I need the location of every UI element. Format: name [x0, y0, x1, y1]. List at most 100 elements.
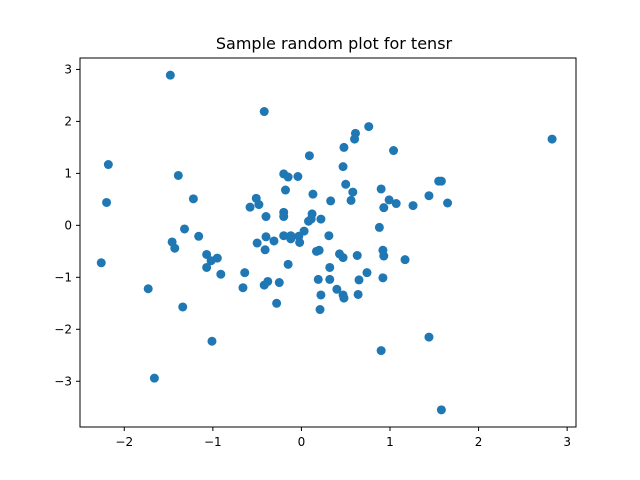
scatter-point — [378, 273, 388, 283]
scatter-point — [339, 142, 349, 152]
x-tick-label: −1 — [204, 435, 222, 449]
scatter-point — [286, 231, 296, 241]
scatter-point — [338, 253, 348, 263]
scatter-point — [263, 276, 273, 286]
scatter-point — [170, 243, 180, 253]
scatter-point — [238, 283, 248, 293]
x-tick-label: −2 — [115, 435, 133, 449]
scatter-point — [339, 293, 349, 303]
scatter-point — [391, 199, 401, 209]
scatter-point — [325, 274, 335, 284]
scatter-point — [379, 251, 389, 261]
scatter-point — [207, 336, 217, 346]
x-tick-label: 2 — [475, 435, 483, 449]
scatter-point — [96, 258, 106, 268]
scatter-point — [304, 151, 314, 161]
plot-frame — [79, 57, 577, 428]
scatter-point — [269, 236, 279, 246]
scatter-point — [283, 172, 293, 182]
scatter-point — [424, 332, 434, 342]
scatter-point — [173, 170, 183, 180]
y-tick-label: −1 — [54, 270, 72, 284]
scatter-point — [279, 231, 289, 241]
scatter-point — [443, 198, 453, 208]
x-tick-label: 0 — [298, 435, 306, 449]
scatter-point — [165, 70, 175, 80]
scatter-point — [324, 231, 334, 241]
scatter-point — [376, 184, 386, 194]
scatter-point — [424, 191, 434, 201]
scatter-point — [348, 187, 358, 197]
scatter-point — [188, 194, 198, 204]
scatter-point — [374, 222, 384, 232]
scatter-point — [307, 209, 317, 219]
scatter-point — [400, 255, 410, 265]
scatter-point — [194, 231, 204, 241]
y-tick-label: −3 — [54, 374, 72, 388]
scatter-point — [379, 203, 389, 213]
scatter-point — [314, 245, 324, 255]
scatter-point — [308, 189, 318, 199]
scatter-point — [350, 128, 360, 138]
scatter-point — [245, 202, 255, 212]
scatter-point — [279, 212, 289, 222]
scatter-point — [178, 302, 188, 312]
y-axis: −3 −2 −1 0 1 2 3 — [54, 62, 80, 388]
scatter-point — [216, 269, 226, 279]
scatter-point — [316, 214, 326, 224]
scatter-point — [325, 262, 335, 272]
scatter-point — [326, 196, 336, 206]
scatter-point — [261, 212, 271, 222]
scatter-point — [436, 176, 446, 186]
scatter-point — [274, 278, 284, 288]
scatter-point — [180, 224, 190, 234]
scatter-point — [389, 146, 399, 156]
scatter-point — [313, 274, 323, 284]
scatter-point — [352, 250, 362, 260]
scatter-point — [202, 262, 212, 272]
y-tick-label: 2 — [64, 114, 72, 128]
y-tick-label: 1 — [64, 166, 72, 180]
scatter-point — [376, 346, 386, 356]
scatter-point — [316, 290, 326, 300]
y-tick-label: −2 — [54, 322, 72, 336]
scatter-point — [346, 195, 356, 205]
scatter-point — [436, 405, 446, 415]
scatter-point — [280, 185, 290, 195]
x-axis: −2 −1 0 1 2 3 — [115, 427, 571, 449]
scatter-point — [362, 268, 372, 278]
scatter-point — [261, 232, 271, 242]
scatter-point — [260, 245, 270, 255]
scatter-point — [384, 195, 394, 205]
scatter-point — [338, 162, 348, 172]
chart-title: Sample random plot for tensr — [216, 34, 453, 53]
scatter-point — [299, 226, 309, 236]
scatter-point — [283, 259, 293, 269]
scatter-point — [103, 160, 113, 170]
scatter-point — [240, 268, 250, 278]
scatter-point — [259, 107, 269, 117]
scatter-point — [143, 284, 153, 294]
points-layer — [96, 70, 557, 415]
scatter-point — [252, 238, 262, 248]
scatter-point — [212, 253, 222, 263]
scatter-point — [353, 289, 363, 299]
scatter-point — [102, 197, 112, 207]
scatter-point — [293, 171, 303, 181]
y-tick-label: 0 — [64, 218, 72, 232]
scatter-point — [272, 298, 282, 308]
scatter-point — [332, 284, 342, 294]
scatter-point — [202, 249, 212, 259]
scatter-point — [364, 122, 374, 132]
scatter-point — [149, 373, 159, 383]
x-tick-label: 1 — [386, 435, 394, 449]
x-tick-label: 3 — [563, 435, 571, 449]
scatter-point — [408, 201, 418, 211]
scatter-point — [315, 305, 325, 315]
y-tick-label: 3 — [64, 62, 72, 76]
scatter-point — [547, 134, 557, 144]
scatter-point — [254, 200, 264, 210]
scatter-point — [354, 275, 364, 285]
scatter-point — [341, 179, 351, 189]
